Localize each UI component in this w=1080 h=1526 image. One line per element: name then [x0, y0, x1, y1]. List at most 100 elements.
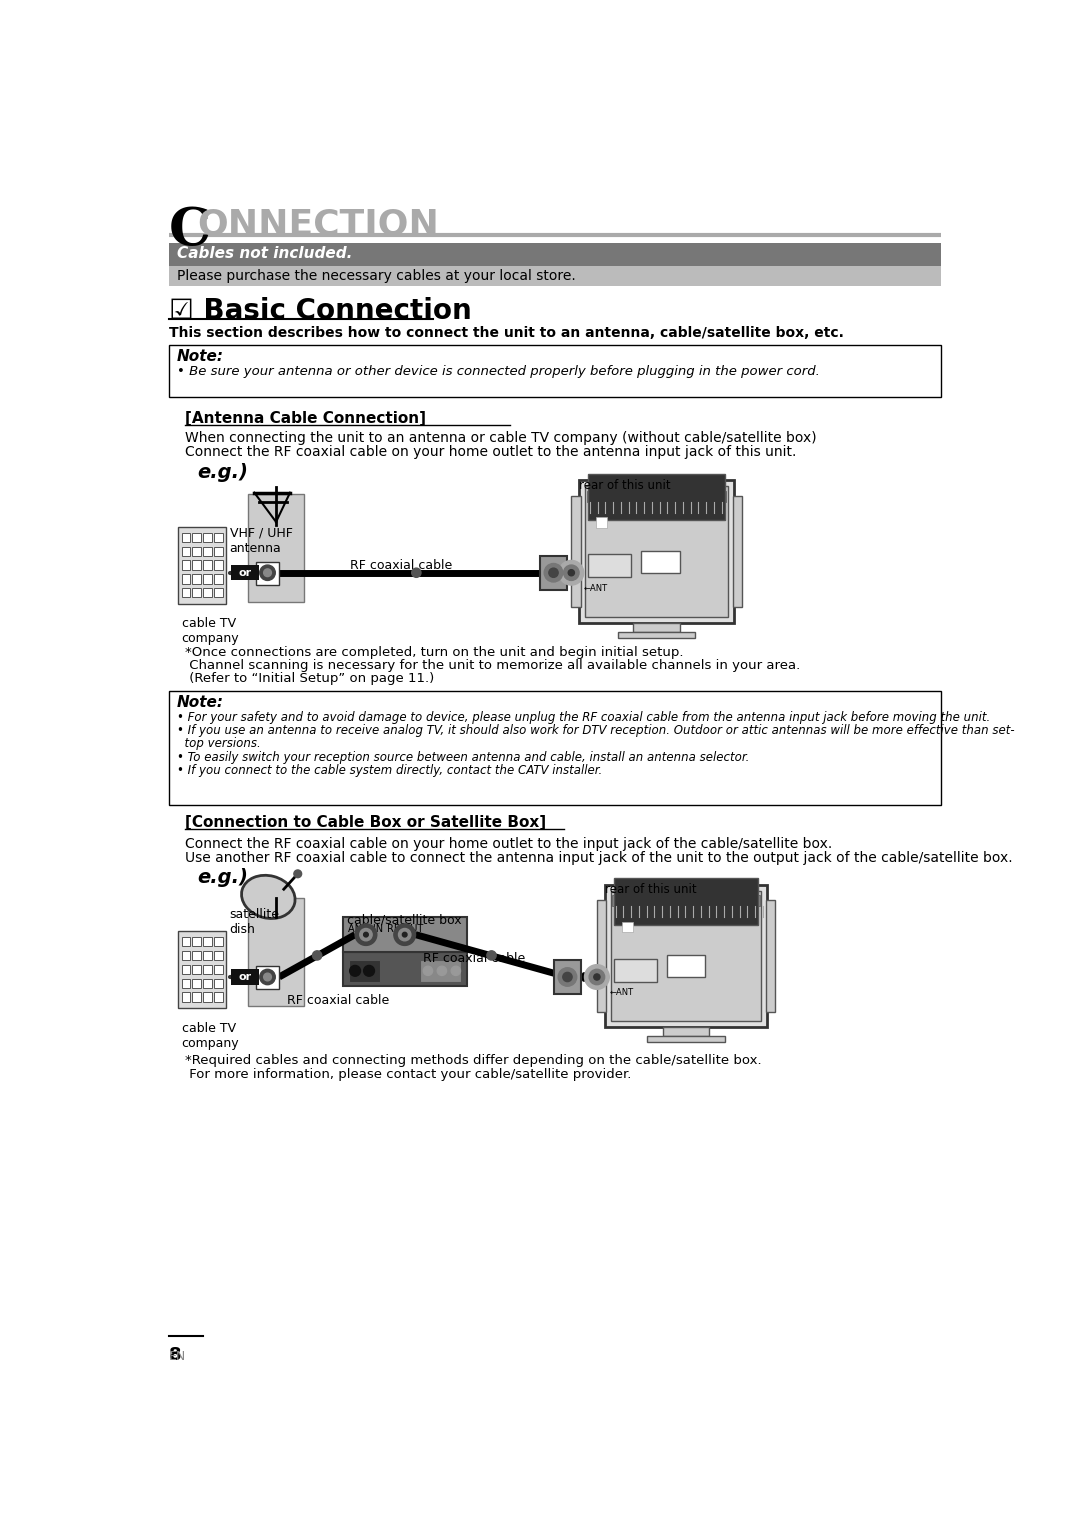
Text: rear of this unit: rear of this unit: [605, 884, 697, 896]
Bar: [248, 899, 303, 1006]
Circle shape: [403, 932, 407, 937]
Text: or: or: [239, 972, 252, 983]
Bar: [181, 951, 190, 960]
Text: Connect the RF coaxial cable on your home outlet to the input jack of the cable/: Connect the RF coaxial cable on your hom…: [185, 836, 832, 852]
Bar: [611, 891, 761, 1021]
Bar: [589, 554, 631, 577]
Circle shape: [294, 870, 301, 877]
Circle shape: [355, 923, 377, 946]
Bar: [214, 588, 222, 597]
Bar: [203, 574, 212, 583]
Text: Note:: Note:: [177, 349, 224, 365]
Bar: [203, 588, 212, 597]
Text: • To easily switch your reception source between antenna and cable, install an a: • To easily switch your reception source…: [177, 751, 750, 763]
Text: Channel scanning is necessary for the unit to memorize all available channels in: Channel scanning is necessary for the un…: [185, 659, 800, 671]
Text: Connect the RF coaxial cable on your home outlet to the antenna input jack of th: Connect the RF coaxial cable on your hom…: [185, 446, 796, 459]
Bar: [633, 623, 679, 632]
Text: Note:: Note:: [177, 696, 224, 710]
Bar: [181, 978, 190, 987]
Text: *Once connections are completed, turn on the unit and begin initial setup.: *Once connections are completed, turn on…: [185, 645, 684, 659]
Bar: [766, 900, 775, 1012]
Circle shape: [437, 966, 446, 975]
Bar: [181, 533, 190, 542]
Circle shape: [411, 568, 421, 577]
Text: • For your safety and to avoid damage to device, please unplug the RF coaxial ca: • For your safety and to avoid damage to…: [177, 711, 990, 723]
Circle shape: [558, 967, 577, 986]
Text: Please purchase the necessary cables at your local store.: Please purchase the necessary cables at …: [177, 270, 576, 284]
Bar: [597, 900, 606, 1012]
Bar: [214, 533, 222, 542]
Bar: [192, 546, 201, 555]
Circle shape: [312, 951, 322, 960]
Bar: [612, 896, 759, 906]
Bar: [203, 951, 212, 960]
Circle shape: [350, 966, 361, 977]
Bar: [181, 560, 190, 569]
Bar: [256, 966, 279, 989]
Bar: [732, 496, 742, 607]
Text: cable/satellite box: cable/satellite box: [348, 914, 462, 926]
Bar: [181, 937, 190, 946]
Circle shape: [264, 569, 271, 577]
Bar: [203, 533, 212, 542]
Bar: [647, 1036, 725, 1042]
Bar: [192, 574, 201, 583]
Text: ONNECTION: ONNECTION: [197, 208, 438, 241]
Bar: [622, 922, 633, 932]
Text: Use another RF coaxial cable to connect the antenna input jack of the unit to th: Use another RF coaxial cable to connect …: [185, 850, 1012, 865]
Circle shape: [360, 928, 373, 942]
Bar: [596, 517, 607, 528]
Bar: [203, 992, 212, 1001]
Text: C: C: [170, 204, 211, 256]
Bar: [256, 562, 279, 584]
Bar: [170, 266, 941, 287]
Text: [Connection to Cable Box or Satellite Box]: [Connection to Cable Box or Satellite Bo…: [185, 815, 545, 830]
Text: This section describes how to connect the unit to an antenna, cable/satellite bo: This section describes how to connect th…: [170, 327, 843, 340]
Bar: [170, 243, 941, 266]
Circle shape: [364, 966, 375, 977]
Bar: [192, 937, 201, 946]
Bar: [214, 951, 222, 960]
Bar: [214, 560, 222, 569]
Bar: [214, 978, 222, 987]
Bar: [579, 481, 734, 623]
Bar: [540, 555, 567, 589]
Circle shape: [394, 923, 416, 946]
Text: RF coaxial cable: RF coaxial cable: [287, 993, 389, 1007]
Text: • If you connect to the cable system directly, contact the CATV installer.: • If you connect to the cable system dir…: [177, 765, 603, 777]
Circle shape: [559, 560, 583, 584]
Text: • Be sure your antenna or other device is connected properly before plugging in : • Be sure your antenna or other device i…: [177, 365, 820, 378]
Bar: [181, 574, 190, 583]
Bar: [192, 560, 201, 569]
Circle shape: [399, 928, 410, 942]
Circle shape: [264, 974, 271, 981]
Text: cable TV
company: cable TV company: [181, 618, 239, 645]
Bar: [181, 964, 190, 974]
Circle shape: [260, 565, 275, 580]
Bar: [663, 1027, 710, 1036]
Bar: [181, 588, 190, 597]
Circle shape: [549, 568, 558, 577]
Bar: [342, 952, 467, 986]
Circle shape: [487, 951, 496, 960]
Circle shape: [451, 966, 460, 975]
Text: 8: 8: [170, 1346, 181, 1364]
Text: RF OUT: RF OUT: [387, 923, 423, 934]
Text: Cables not included.: Cables not included.: [177, 246, 352, 261]
Circle shape: [584, 964, 609, 989]
Bar: [178, 931, 227, 1007]
Bar: [214, 964, 222, 974]
Bar: [613, 879, 758, 925]
Bar: [642, 551, 679, 572]
Text: rear of this unit: rear of this unit: [579, 479, 671, 491]
Bar: [571, 496, 581, 607]
Bar: [192, 588, 201, 597]
Bar: [181, 992, 190, 1001]
Bar: [192, 951, 201, 960]
Circle shape: [423, 966, 433, 975]
Ellipse shape: [242, 876, 295, 919]
Bar: [203, 560, 212, 569]
Text: cable TV
company: cable TV company: [181, 1021, 239, 1050]
Text: (Refer to “Initial Setup” on page 11.): (Refer to “Initial Setup” on page 11.): [185, 671, 434, 685]
Bar: [192, 978, 201, 987]
